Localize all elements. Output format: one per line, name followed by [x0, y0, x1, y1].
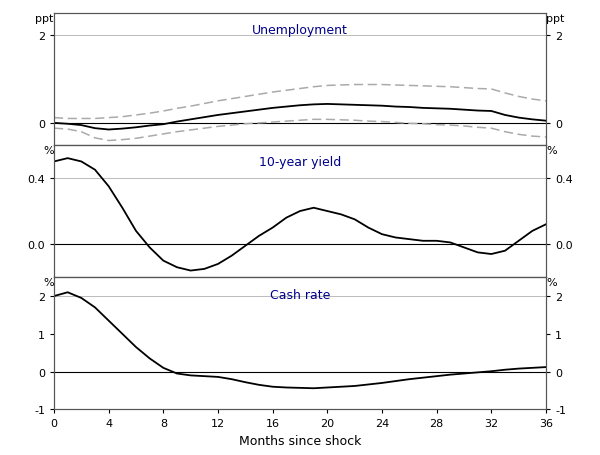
Text: %: %	[43, 146, 53, 156]
Text: ppt: ppt	[35, 14, 53, 24]
Text: Cash rate: Cash rate	[270, 288, 330, 301]
Text: %: %	[547, 278, 557, 288]
X-axis label: Months since shock: Months since shock	[239, 434, 361, 447]
Text: 10-year yield: 10-year yield	[259, 156, 341, 169]
Text: ppt: ppt	[547, 14, 565, 24]
Text: %: %	[43, 278, 53, 288]
Text: %: %	[547, 146, 557, 156]
Text: Unemployment: Unemployment	[252, 24, 348, 37]
